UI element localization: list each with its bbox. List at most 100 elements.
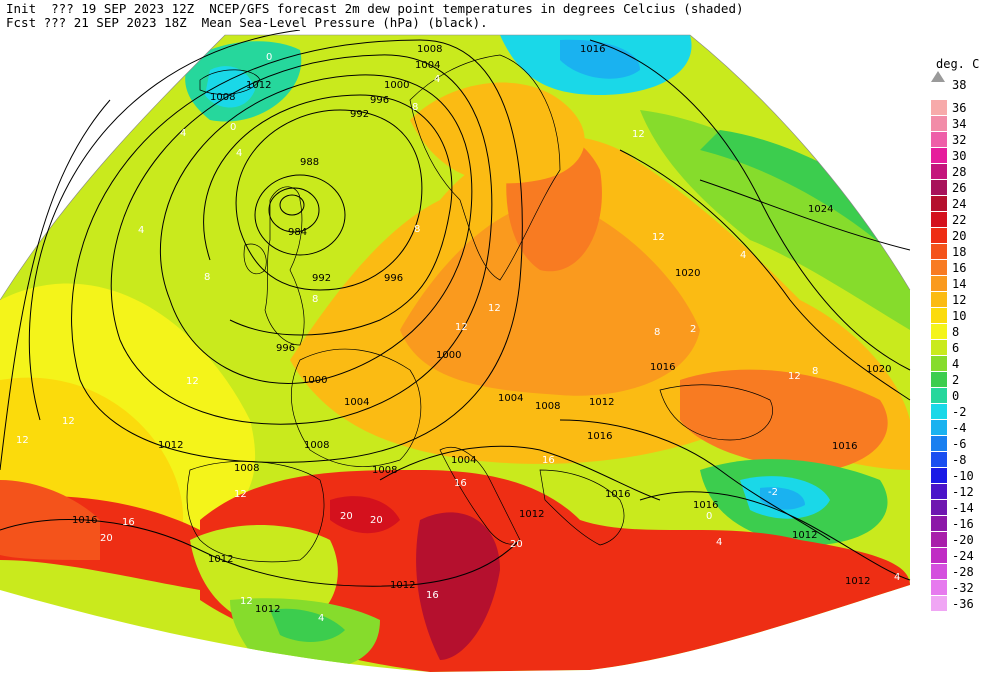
coast-iberia [186, 460, 325, 563]
legend-label: -2 [952, 405, 967, 419]
isobar-label-group: 1008 1004 1016 1000 996 992 988 984 992 … [72, 44, 891, 615]
dewpoint-label: 4 [236, 148, 242, 159]
isobar-label: 1012 [208, 554, 233, 565]
legend-label: -24 [952, 549, 974, 563]
forecast-map: 1008 1004 1016 1000 996 992 988 984 992 … [0, 30, 911, 672]
isobar-1004 [110, 54, 493, 425]
dewpoint-label: 0 [230, 122, 236, 133]
dewpoint-label: 2 [690, 324, 696, 335]
legend-label: 30 [952, 149, 967, 163]
legend-swatch [931, 532, 947, 547]
dewpoint-label: 12 [186, 376, 199, 387]
legend-swatch [931, 308, 947, 323]
legend-swatch [931, 324, 947, 339]
dewpoint-shading [0, 35, 910, 672]
isobar-996 [203, 94, 453, 336]
legend-label: 22 [952, 213, 967, 227]
legend-swatch [931, 148, 947, 163]
dewpoint-label: -2 [768, 487, 778, 498]
dewpoint-label: 4 [318, 613, 324, 624]
legend-label: -10 [952, 469, 974, 483]
isobar-label: 1024 [808, 204, 833, 215]
dewpoint-label: 4 [740, 250, 746, 261]
isobar-label: 1008 [372, 465, 397, 476]
legend-swatch [931, 340, 947, 355]
legend-swatch [931, 468, 947, 483]
isobars [0, 30, 911, 587]
isobar-label: 1000 [302, 375, 327, 386]
isobar-label: 1016 [587, 431, 612, 442]
isobar-1012-med [379, 445, 661, 501]
isobar-label: 1016 [605, 489, 630, 500]
legend-swatch [931, 196, 947, 211]
legend-swatch [931, 404, 947, 419]
legend-swatch [931, 548, 947, 563]
legend-swatch [931, 116, 947, 131]
legend-swatch [931, 372, 947, 387]
dewpoint-label: 12 [240, 596, 253, 607]
dewpoint-label: 4 [138, 225, 144, 236]
isobar-label: 1016 [580, 44, 605, 55]
legend-label: 10 [952, 309, 967, 323]
dewpoint-label: 4 [716, 537, 722, 548]
legend-label: -32 [952, 581, 974, 595]
isobar-label: 1016 [693, 500, 718, 511]
legend-swatch [931, 564, 947, 579]
legend-label: 18 [952, 245, 967, 259]
legend-label: 28 [952, 165, 967, 179]
isobar-label: 1004 [498, 393, 523, 404]
legend-label: 24 [952, 197, 967, 211]
isobar-label: 1004 [451, 455, 476, 466]
isobar-label: 1012 [255, 604, 280, 615]
isobar-label: 1020 [675, 268, 700, 279]
dewpoint-label: 12 [455, 322, 468, 333]
header-line-init: Init ??? 19 SEP 2023 12Z NCEP/GFS foreca… [6, 1, 744, 16]
legend-title: deg. C [936, 57, 980, 71]
dewpoint-label: 16 [426, 590, 439, 601]
dewpoint-label: 20 [340, 511, 353, 522]
coast-iceland [199, 69, 261, 95]
isobar-label: 996 [370, 95, 389, 106]
isobar-label: 988 [300, 157, 319, 168]
legend-label: 2 [952, 373, 960, 387]
legend-label: -20 [952, 533, 974, 547]
legend-swatch [931, 276, 947, 291]
dewpoint-label: 12 [16, 435, 29, 446]
legend-top-value: 38 [952, 78, 967, 92]
legend-swatch [931, 180, 947, 195]
legend-label: 14 [952, 277, 967, 291]
legend-swatch [931, 356, 947, 371]
isobar-1020-east [619, 149, 911, 401]
isobar-label: 1012 [519, 509, 544, 520]
isobar-label: 1012 [589, 397, 614, 408]
isobar-label: 1012 [792, 530, 817, 541]
isobar-1016-west [0, 99, 111, 471]
isobar-label: 1012 [246, 80, 271, 91]
legend-swatch [931, 388, 947, 403]
isobar-1016-east [589, 39, 911, 371]
legend-label: 26 [952, 181, 967, 195]
isobar-label: 1000 [436, 350, 461, 361]
isobar-label: 1012 [158, 440, 183, 451]
legend-swatch [931, 260, 947, 275]
isobar-label: 1008 [417, 44, 442, 55]
legend-label: 4 [952, 357, 960, 371]
isobar-label: 992 [350, 109, 369, 120]
legend-label: -8 [952, 453, 967, 467]
dewpoint-label: 4 [180, 128, 186, 139]
isobar-label: 1016 [832, 441, 857, 452]
legend-swatch [931, 580, 947, 595]
legend-label: -36 [952, 597, 974, 611]
header-line-fcst: Fcst ??? 21 SEP 2023 18Z Mean Sea-Level … [6, 15, 488, 30]
legend-label: 34 [952, 117, 967, 131]
isobar-label: 1008 [304, 440, 329, 451]
legend-swatch [931, 164, 947, 179]
dewpoint-label: 8 [204, 272, 210, 283]
legend-label: 16 [952, 261, 967, 275]
isobar-984 [279, 194, 305, 216]
isobar-label: 996 [276, 343, 295, 354]
dewpoint-label-group: 0 4 0 4 4 8 8 12 12 12 16 20 20 20 12 12… [16, 52, 900, 624]
dewpoint-label: 12 [788, 371, 801, 382]
isobar-label: 992 [312, 273, 331, 284]
legend-label: -14 [952, 501, 974, 515]
